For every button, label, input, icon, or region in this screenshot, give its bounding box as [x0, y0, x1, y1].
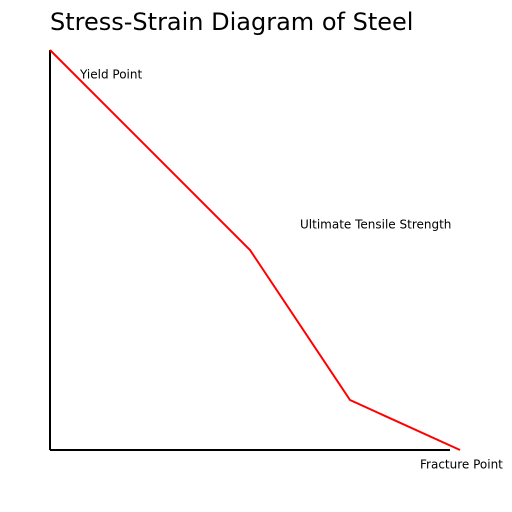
annotation-label-1: Ultimate Tensile Strength [300, 218, 451, 232]
annotation-label-2: Fracture Point [420, 458, 503, 472]
series-line-0 [49, 49, 461, 451]
series-layer [49, 49, 461, 451]
annotation-layer: Yield Point Ultimate Tensile Strength Frac… [79, 68, 503, 472]
annotation-label-0: Yield Point [79, 68, 142, 82]
chart-title: Stress-Strain Diagram of Steel [50, 8, 413, 36]
